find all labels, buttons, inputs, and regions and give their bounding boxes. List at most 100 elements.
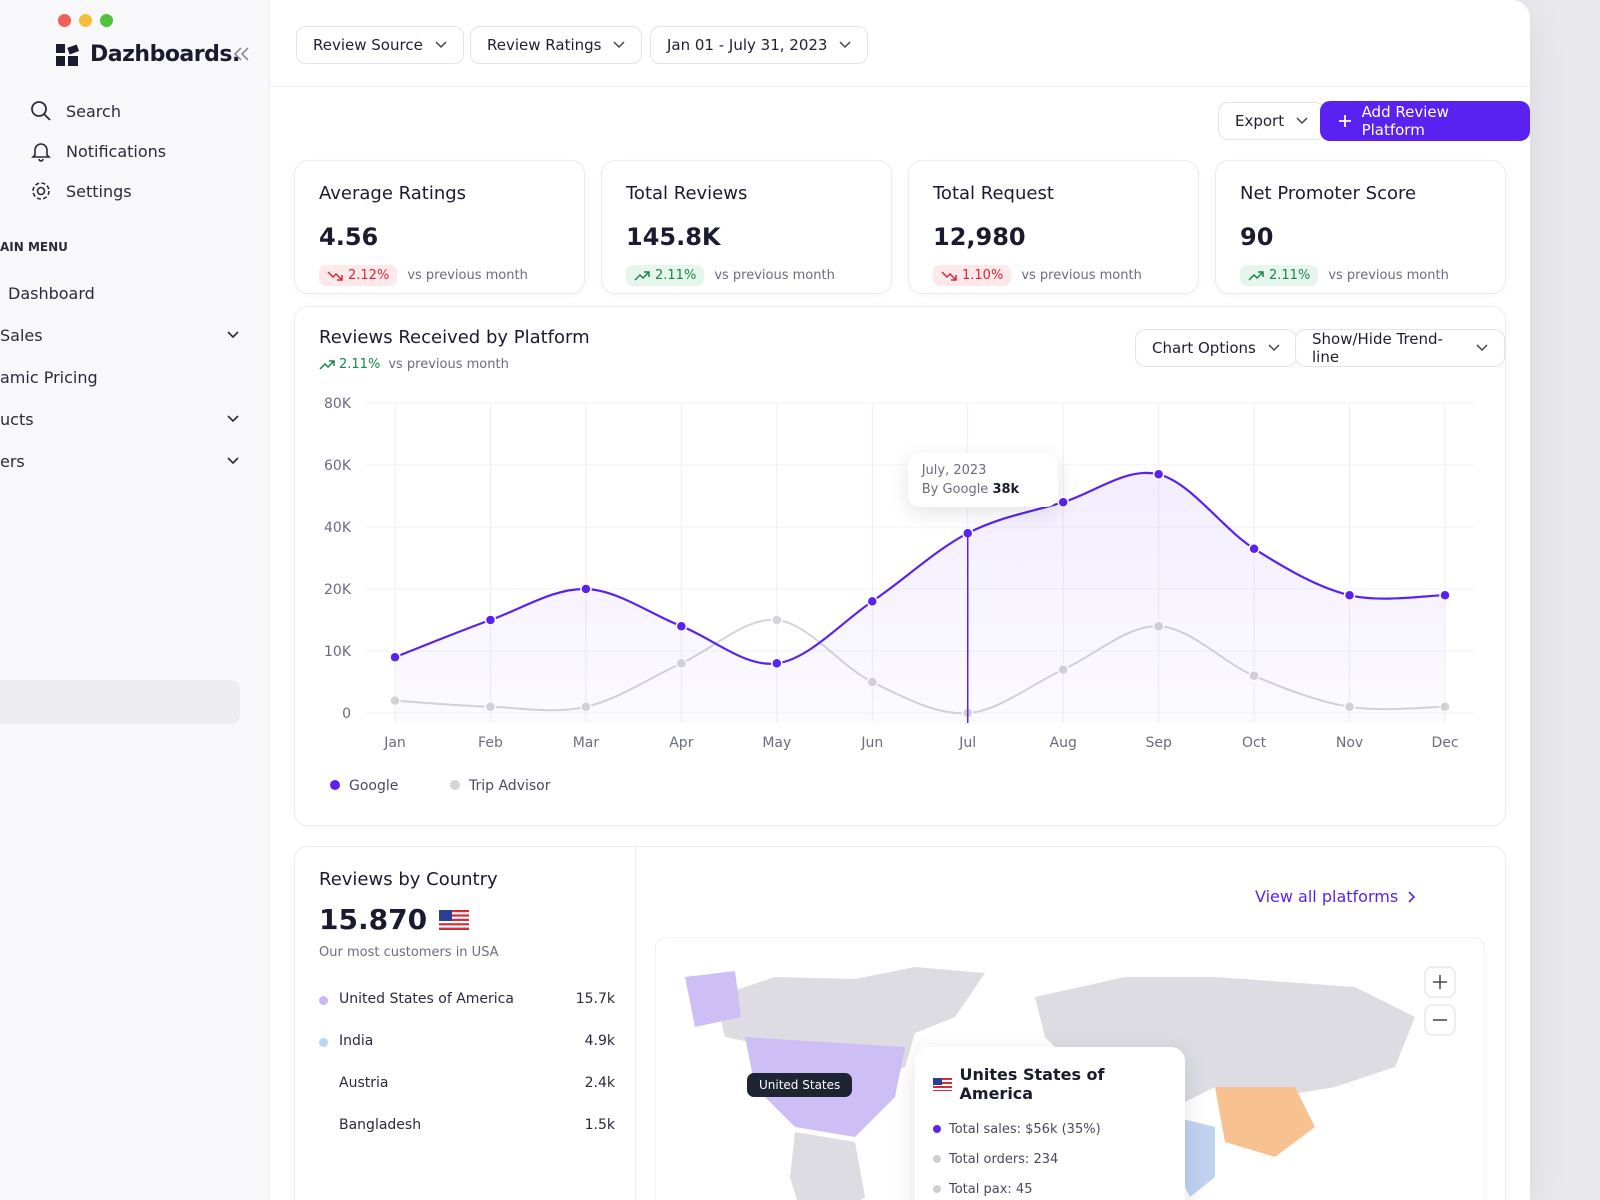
divider (635, 847, 636, 1200)
menu-label: Sales (0, 326, 43, 345)
y-tick-label: 20K (324, 582, 352, 598)
trend-arrow (319, 359, 335, 370)
change-badge: 2.11% (1240, 265, 1319, 286)
chevron (1296, 117, 1308, 125)
data-point (866, 595, 879, 608)
menu-item[interactable]: Sales (0, 326, 250, 345)
tooltip-row: By Google 38k (922, 482, 1044, 497)
x-tick-label: Feb (478, 735, 503, 751)
countries-subtitle: Our most customers in USA (319, 945, 499, 960)
kpi-card: Average Ratings 4.56 2.12% vs previous mont… (294, 160, 585, 294)
country-name: Bangladesh (339, 1117, 422, 1133)
chart-tooltip: July, 2023 By Google 38k (907, 453, 1058, 508)
bell-icon (31, 143, 51, 162)
chevron-right (1408, 890, 1416, 903)
brand-name: Dazhboards. (90, 42, 240, 67)
map-tooltip-header: Unites States of America (933, 1065, 1167, 1103)
menu-item[interactable]: ucts (0, 410, 250, 429)
chevron (1268, 344, 1280, 352)
change-note: vs previous month (407, 268, 528, 283)
plus-icon (1339, 115, 1351, 127)
line-text: Total sales: $56k (35%) (949, 1122, 1101, 1137)
country-value: 4.9k (584, 1033, 615, 1049)
window-close[interactable] (58, 14, 71, 27)
filter-dropdown[interactable]: Review Ratings (470, 26, 643, 64)
arrow-path (634, 270, 650, 281)
country-name: United States of America (339, 991, 514, 1007)
sidebar: Dazhboards. Search Notifications Setting… (0, 0, 270, 1200)
country-value: 1.5k (584, 1117, 615, 1133)
country-value: 2.4k (584, 1075, 615, 1091)
data-point (580, 583, 592, 595)
filter-label: Review Source (313, 36, 423, 54)
arrow-path (1248, 270, 1264, 281)
change-value: 2.11% (339, 357, 381, 372)
x-tick-label: May (762, 735, 791, 751)
trendline-dropdown[interactable]: Show/Hide Trend-line (1295, 329, 1505, 367)
legend-label: Google (349, 778, 398, 794)
view-all-link[interactable]: View all platforms (1255, 887, 1416, 906)
button-label: Add Review Platform (1361, 103, 1449, 139)
nav-notifications[interactable]: Notifications (30, 140, 166, 162)
chart-title: Reviews Received by Platform (319, 327, 590, 348)
x-tick-label: Nov (1336, 735, 1363, 751)
collapse-icon[interactable] (232, 46, 252, 62)
button-label: Chart Options (1152, 339, 1256, 357)
x-tick-label: Mar (573, 735, 600, 751)
change-badge: 2.11% (626, 265, 705, 286)
link-label: View all platforms (1255, 887, 1399, 906)
countries-total: 15.870 (319, 903, 428, 936)
map-label: United States (747, 1073, 853, 1097)
nav-label: Notifications (66, 141, 167, 161)
map-tooltip-line: Total pax: 45 (933, 1175, 1167, 1200)
data-point (1152, 468, 1165, 481)
menu-item[interactable]: Dashboard (8, 284, 95, 303)
us-flag (933, 1077, 952, 1091)
country-name: India (339, 1033, 374, 1049)
y-tick-label: 40K (324, 520, 352, 536)
country-value: 15.7k (575, 991, 615, 1007)
export-button[interactable]: Export (1218, 102, 1326, 140)
trend-arrow (634, 270, 650, 281)
window-maximize[interactable] (100, 14, 113, 27)
map-tooltip: Unites States of America Total sales: $5… (915, 1047, 1185, 1200)
brand[interactable]: Dazhboards. (56, 42, 240, 67)
window-minimize[interactable] (79, 14, 92, 27)
button-label: Show/Hide Trend-line (1312, 330, 1443, 366)
add-platform-button[interactable]: Add Review Platform (1320, 101, 1530, 141)
change-note: vs previous month (714, 268, 835, 283)
menu-item[interactable]: amic Pricing (0, 368, 98, 387)
menu-section-label: AIN MENU (0, 240, 68, 254)
nav-label: Search (66, 101, 121, 121)
chevron (613, 41, 625, 49)
kpi-value: 4.56 (319, 223, 379, 251)
map-tooltip-title: Unites States of America (959, 1065, 1105, 1103)
chevron (227, 331, 239, 339)
countries-total-row: 15.870 (319, 903, 470, 936)
legend-marker (450, 780, 460, 790)
chevron (435, 41, 447, 49)
series-area (395, 472, 1445, 723)
nav-settings[interactable]: Settings (30, 180, 132, 202)
change-badge: 1.10% (933, 265, 1012, 286)
y-tick-label: 10K (324, 644, 352, 660)
data-point (389, 651, 401, 663)
arrow-path (941, 270, 957, 281)
kpi-change-row: 1.10% vs previous month (933, 265, 1142, 286)
map-tooltip-line: Total orders: 234 (933, 1145, 1167, 1175)
chart-options-dropdown[interactable]: Chart Options (1135, 329, 1297, 367)
kpi-title: Total Reviews (626, 183, 748, 204)
filter-dropdown[interactable]: Review Source (296, 26, 464, 64)
nav-search[interactable]: Search (30, 100, 121, 122)
kpi-change-row: 2.12% vs previous month (319, 265, 528, 286)
chart-card: Reviews Received by Platform 2.11% vs pr… (294, 306, 1506, 826)
data-point (771, 657, 783, 670)
menu-item[interactable]: ers (0, 452, 250, 471)
brand-logo (56, 43, 80, 66)
x-tick-label: Sep (1145, 735, 1172, 751)
data-point (675, 620, 688, 632)
legend-dot (319, 1038, 328, 1047)
kpi-title: Net Promoter Score (1240, 183, 1417, 204)
tooltip-label: By Google (921, 482, 989, 498)
date-range-dropdown[interactable]: Jan 01 - July 31, 2023 (650, 26, 869, 64)
